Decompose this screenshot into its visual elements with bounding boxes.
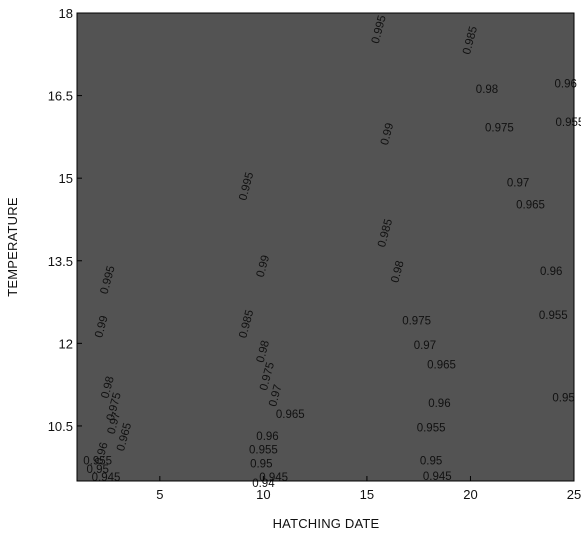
contour-label-7-3: 0.96 xyxy=(540,266,562,278)
contour-label-3-1: 0.98 xyxy=(255,339,272,364)
y-tick-label: 12 xyxy=(59,336,73,351)
contour-label-6-1: 0.965 xyxy=(276,409,305,421)
y-tick-label: 10.5 xyxy=(48,419,73,434)
x-axis-ticks: 5 10 15 20 25 xyxy=(156,476,581,502)
y-tick-label: 18 xyxy=(59,6,73,21)
contour-label-4-3: 0.975 xyxy=(485,123,514,135)
contour-label-7-1: 0.96 xyxy=(256,431,278,443)
contour-label-9-0: 0.95 xyxy=(87,464,109,476)
contour-label-8-1: 0.955 xyxy=(249,445,278,457)
contour-label-5-3: 0.97 xyxy=(507,178,529,190)
contour-label-5-0: 0.97 xyxy=(106,411,123,436)
contour-label-8-2: 0.955 xyxy=(417,423,446,435)
x-tick-label: 20 xyxy=(463,487,477,502)
contour-label-9-3: 0.95 xyxy=(552,392,574,404)
contour-band-0-95 xyxy=(77,13,574,481)
contour-label-10-0: 0.945 xyxy=(92,472,121,484)
x-axis-title: HATCHING DATE xyxy=(273,516,380,531)
y-tick-label: 13.5 xyxy=(48,254,73,269)
x-tick-label: 15 xyxy=(360,487,374,502)
contour-label-10-2: 0.945 xyxy=(423,471,452,483)
contour-label-9-2: 0.95 xyxy=(420,456,442,468)
contour-label-6-3: 0.965 xyxy=(516,200,545,212)
contour-label-7-4: 0.96 xyxy=(555,79,577,91)
contour-label-5-1: 0.97 xyxy=(267,383,284,408)
contour-label-8-3: 0.955 xyxy=(539,310,568,322)
y-axis-title: TEMPERATURE xyxy=(5,197,20,297)
contour-label-3-0: 0.98 xyxy=(99,375,116,400)
x-tick-label: 10 xyxy=(256,487,270,502)
contour-label-7-2: 0.96 xyxy=(428,398,450,410)
contour-label-5-2: 0.97 xyxy=(414,340,436,352)
contour-bands xyxy=(77,13,574,481)
contour-label-7-0: 0.96 xyxy=(93,441,110,466)
contour-label-1-1: 0.99 xyxy=(255,254,272,279)
contour-label-9-1: 0.95 xyxy=(250,459,272,471)
y-axis-ticks: 10.5 12 13.5 15 16.5 18 xyxy=(48,6,82,434)
contour-label-8-4: 0.955 xyxy=(556,117,581,129)
contour-label-6-2: 0.965 xyxy=(427,359,456,371)
contour-label-3-3: 0.98 xyxy=(476,84,498,96)
contour-label-3-2: 0.98 xyxy=(389,259,406,284)
contour-label-8-0: 0.955 xyxy=(83,456,112,468)
contour-label-4-2: 0.975 xyxy=(402,315,431,327)
contour-label-1-0: 0.99 xyxy=(93,314,110,339)
contour-label-1-2: 0.99 xyxy=(379,122,396,147)
plot-frame xyxy=(76,12,575,482)
y-tick-label: 16.5 xyxy=(48,89,73,104)
x-tick-label: 25 xyxy=(567,487,581,502)
y-tick-label: 15 xyxy=(59,171,73,186)
x-tick-label: 5 xyxy=(156,487,163,502)
